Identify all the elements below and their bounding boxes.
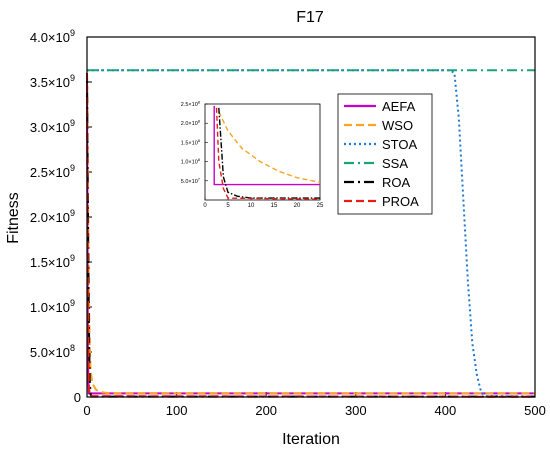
inset-y-tick-label: 2.5×108 [181,100,201,109]
legend-label-aefa: AEFA [382,99,416,114]
inset-x-tick-label: 20 [294,203,301,209]
inset-series-line-proa [215,107,321,200]
series-line-stoa [87,69,536,398]
x-axis-ticks: 0 100 200 300 400 500 [83,392,546,418]
x-tick-label: 400 [435,403,457,418]
legend-label-proa: PROA [382,194,419,209]
inset-chart: 5.0×107 1.0×108 1.5×108 2.0×108 2.5×108 0 5 10 1… [181,100,324,210]
y-tick-label: 4.0×109 [30,28,75,45]
y-tick-label: 2.5×109 [30,163,75,180]
y-tick-label: 0 [74,390,81,405]
inset-y-tick-label: 1.5×108 [181,138,201,147]
inset-series-line-wso [218,111,321,183]
legend-label-wso: WSO [382,118,413,133]
chart-title: F17 [296,9,324,26]
plot-frame [86,36,536,398]
y-tick-label: 3.5×109 [30,73,75,90]
x-tick-label: 500 [524,403,546,418]
y-tick-label: 1.0×109 [30,298,75,315]
y-tick-label: 1.5×109 [30,253,75,270]
legend-label-roa: ROA [382,175,411,190]
inset-x-tick-label: 15 [271,203,278,209]
x-tick-label: 200 [255,403,277,418]
x-tick-label: 300 [345,403,367,418]
inset-x-tick-label: 25 [317,203,324,209]
inset-x-tick-label: 5 [226,203,230,209]
inset-series-line-aefa [213,105,320,186]
legend: AEFA WSO STOA SSA ROA PROA [337,93,433,215]
inset-y-tick-label: 1.0×108 [181,157,201,166]
y-tick-label: 2.0×109 [30,208,75,225]
x-tick-label: 100 [166,403,188,418]
legend-box [337,93,433,215]
series-layer [86,69,536,398]
y-tick-label: 3.0×109 [30,118,75,135]
legend-label-ssa: SSA [382,156,408,171]
inset-x-tick-label: 0 [203,203,207,209]
y-tick-label: 5.0×108 [30,343,75,360]
inset-y-tick-label: 5.0×107 [181,176,201,185]
inset-y-tick-label: 2.0×108 [181,119,201,128]
x-axis-label: Iteration [282,431,340,448]
y-axis-label: Fitness [5,192,22,244]
inset-frame [204,103,321,201]
x-tick-label: 0 [83,403,90,418]
y-axis-ticks: 0 5.0×108 1.0×109 1.5×109 2.0×109 2.5×109 3.0×… [30,28,92,405]
legend-label-stoa: STOA [382,137,417,152]
series-line-wso [86,72,536,395]
inset-x-tick-label: 10 [248,203,255,209]
